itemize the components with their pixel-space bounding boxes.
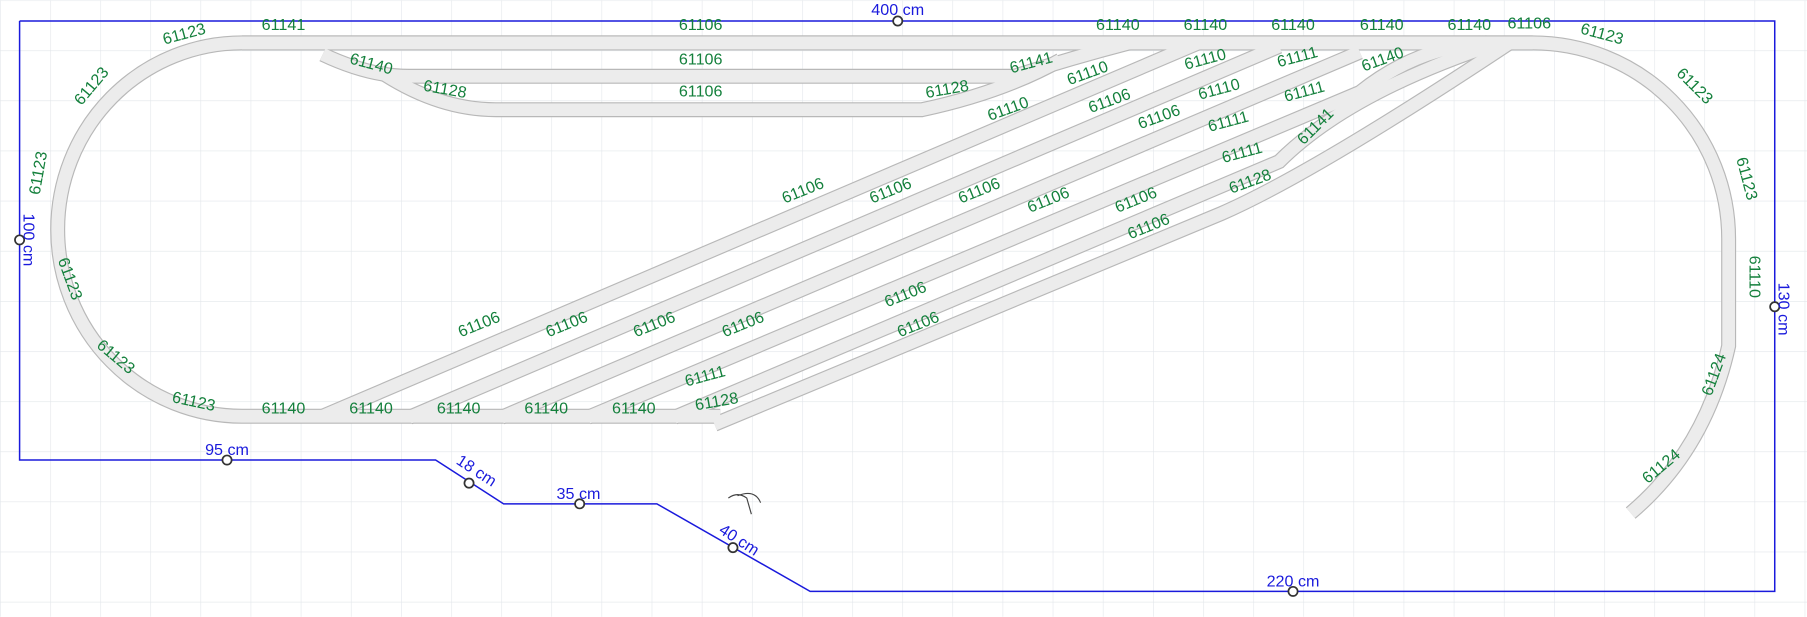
track-bed — [51, 36, 1533, 423]
marker — [1769, 301, 1781, 313]
part-label: 61140 — [262, 400, 306, 418]
part-label: 61140 — [1184, 16, 1228, 34]
track-bed — [498, 46, 1363, 424]
marker — [221, 454, 233, 466]
part-label: 61140 — [1271, 16, 1315, 34]
track-bed — [242, 36, 1735, 518]
dimension-label: 95 cm — [205, 441, 249, 459]
dimension-markers — [14, 15, 1781, 597]
marker — [574, 498, 586, 510]
part-label: 61106 — [1507, 15, 1551, 33]
marker — [727, 542, 739, 554]
tracks — [50, 35, 1737, 519]
part-label: 61140 — [349, 400, 393, 418]
part-label: 61140 — [524, 400, 568, 418]
track-bed — [712, 37, 1514, 431]
dimension-label: 220 cm — [1267, 572, 1320, 590]
part-label: 61106 — [679, 16, 723, 34]
marker — [892, 15, 904, 27]
part-label: 61106 — [679, 83, 723, 101]
track-bed — [406, 40, 1282, 424]
marker — [463, 477, 475, 489]
part-label: 61140 — [612, 400, 656, 418]
part-label: 61106 — [679, 50, 723, 68]
track-bed — [671, 36, 1501, 424]
dimension-label: 400 cm — [871, 1, 924, 19]
dimension-label: 100 cm — [19, 213, 37, 266]
part-label: 61141 — [262, 16, 306, 34]
icon — [727, 492, 762, 515]
part-label: 61140 — [1096, 16, 1140, 34]
dimension-label: 130 cm — [1775, 283, 1793, 336]
part-label: 61140 — [1448, 16, 1492, 34]
dimension-label: 35 cm — [557, 485, 601, 503]
part-label: 61140 — [1360, 16, 1404, 34]
track-bed — [376, 54, 1064, 117]
track-bed — [585, 36, 1487, 424]
marker — [14, 234, 26, 246]
track-bed — [320, 37, 1202, 423]
part-label: 61140 — [437, 400, 481, 418]
room-outline — [18, 20, 1776, 593]
marker — [1287, 585, 1299, 597]
part-label: 61110 — [1746, 256, 1764, 298]
